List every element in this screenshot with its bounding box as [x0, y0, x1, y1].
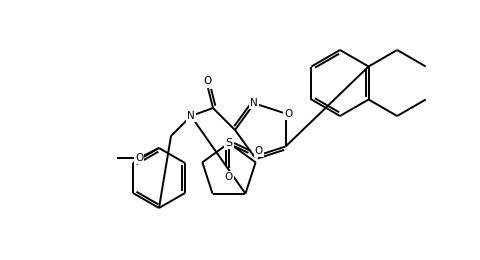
Text: O: O: [204, 76, 212, 86]
Text: O: O: [284, 108, 292, 119]
Text: O: O: [134, 153, 143, 163]
Text: S: S: [225, 138, 232, 148]
Text: O: O: [225, 172, 233, 182]
Text: O: O: [254, 146, 263, 156]
Text: N: N: [250, 98, 258, 108]
Text: N: N: [187, 111, 194, 121]
